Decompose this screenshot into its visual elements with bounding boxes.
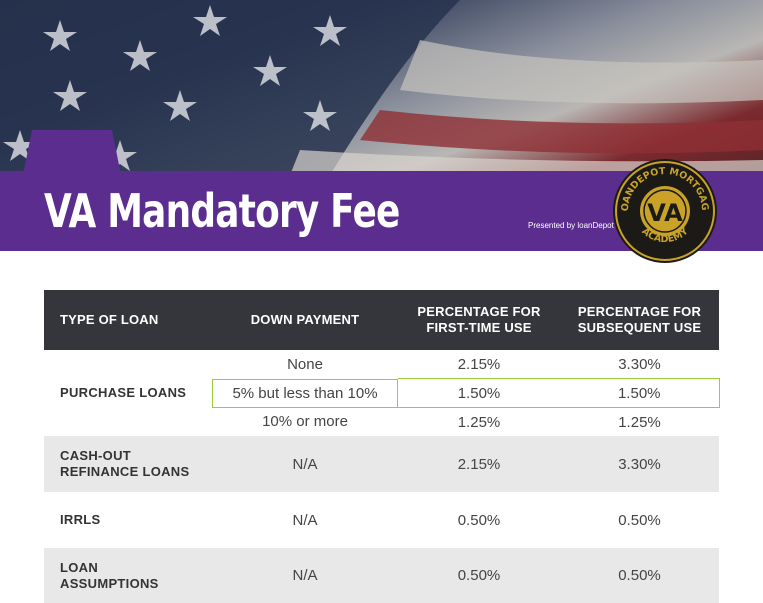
subsequent-use-cell: 0.50%	[618, 511, 661, 529]
down-payment-cell: 5% but less than 10%	[212, 378, 398, 408]
va-fee-table: TYPE OF LOAN DOWN PAYMENT PERCENTAGE FOR…	[44, 290, 720, 603]
table-row: LOAN ASSUMPTIONS N/A 0.50% 0.50%	[44, 548, 719, 603]
down-payment-cell: N/A	[292, 511, 318, 529]
table-row: 10% or more 1.25% 1.25%	[44, 408, 719, 437]
col-header-subsequent: PERCENTAGE FOR SUBSEQUENT USE	[560, 290, 719, 350]
first-use-cell: 2.15%	[457, 355, 501, 373]
table-row: CASH-OUT REFINANCE LOANS N/A 2.15% 3.30%	[44, 436, 719, 492]
subsequent-use-cell: 1.25%	[618, 413, 661, 431]
presented-by-text: Presented by loanDepot	[528, 221, 614, 230]
down-payment-cell: N/A	[212, 548, 398, 603]
down-payment-cell: 10% or more	[262, 413, 348, 431]
first-use-cell: 1.50%	[398, 378, 560, 408]
va-academy-logo: VA LOANDEPOT MORTGAGE ACADEMY	[609, 150, 718, 264]
loan-type-cell: CASH-OUT REFINANCE LOANS	[44, 436, 212, 492]
first-use-cell: 2.15%	[398, 436, 560, 492]
subsequent-use-cell: 3.30%	[560, 436, 719, 492]
page-title: VA Mandatory Fee	[44, 184, 400, 238]
subsequent-use-cell: 3.30%	[618, 355, 661, 373]
table-row-highlighted: 5% but less than 10% 1.50% 1.50%	[44, 378, 720, 408]
subsequent-use-cell: 1.50%	[560, 378, 720, 408]
flag-banner-image	[0, 0, 763, 175]
table-row: IRRLS N/A 0.50% 0.50%	[44, 492, 719, 548]
subsequent-use-cell: 0.50%	[560, 548, 719, 603]
svg-text:ACADEMY: ACADEMY	[639, 226, 690, 245]
loan-type-cell: LOAN ASSUMPTIONS	[44, 548, 212, 603]
first-use-cell: 1.25%	[457, 413, 501, 431]
first-use-cell: 0.50%	[457, 511, 501, 529]
loan-type-cell: IRRLS	[60, 512, 101, 527]
col-header-down-payment: DOWN PAYMENT	[212, 290, 398, 350]
loan-type-cell: PURCHASE LOANS	[60, 385, 187, 400]
first-use-cell: 0.50%	[398, 548, 560, 603]
col-header-type: TYPE OF LOAN	[44, 290, 212, 350]
col-header-first-time: PERCENTAGE FOR FIRST-TIME USE	[398, 290, 560, 350]
svg-text:VA: VA	[647, 199, 683, 227]
table-row: PURCHASE LOANS None 2.15% 3.30%	[44, 350, 719, 401]
down-payment-cell: None	[287, 355, 323, 373]
table-header-row: TYPE OF LOAN DOWN PAYMENT PERCENTAGE FOR…	[44, 290, 719, 350]
down-payment-cell: N/A	[212, 436, 398, 492]
